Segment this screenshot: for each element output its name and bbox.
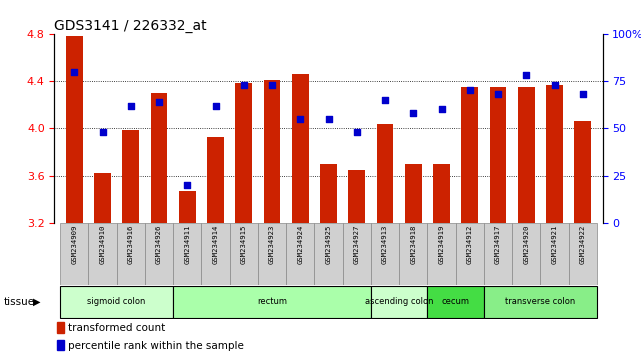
Point <box>437 107 447 112</box>
Text: GSM234917: GSM234917 <box>495 225 501 264</box>
Bar <box>546 85 563 223</box>
Bar <box>145 223 173 285</box>
Text: GDS3141 / 226332_at: GDS3141 / 226332_at <box>54 19 207 34</box>
Point <box>549 82 560 87</box>
Bar <box>456 223 484 285</box>
Text: rectum: rectum <box>257 297 287 306</box>
Text: transformed count: transformed count <box>68 323 165 333</box>
Text: GSM234923: GSM234923 <box>269 225 275 264</box>
Bar <box>179 191 196 223</box>
Bar <box>229 223 258 285</box>
Bar <box>484 223 512 285</box>
Bar <box>173 223 201 285</box>
Bar <box>518 87 535 223</box>
Point <box>408 110 419 116</box>
Bar <box>263 80 281 223</box>
Bar <box>433 164 450 223</box>
Bar <box>320 164 337 223</box>
Point <box>182 182 192 188</box>
Bar <box>122 130 139 223</box>
Bar <box>66 36 83 223</box>
Bar <box>207 137 224 223</box>
Bar <box>512 223 540 285</box>
Text: GSM234919: GSM234919 <box>438 225 444 264</box>
Bar <box>484 286 597 318</box>
Text: GSM234924: GSM234924 <box>297 225 303 264</box>
Point <box>126 103 136 108</box>
Bar <box>57 340 64 350</box>
Bar <box>88 223 117 285</box>
Text: ascending colon: ascending colon <box>365 297 433 306</box>
Text: GSM234915: GSM234915 <box>241 225 247 264</box>
Bar <box>574 121 591 223</box>
Point <box>210 103 221 108</box>
Bar <box>201 223 229 285</box>
Text: transverse colon: transverse colon <box>505 297 576 306</box>
Text: GSM234914: GSM234914 <box>213 225 219 264</box>
Text: GSM234927: GSM234927 <box>354 225 360 264</box>
Bar <box>60 223 88 285</box>
Text: percentile rank within the sample: percentile rank within the sample <box>68 341 244 351</box>
Bar <box>428 223 456 285</box>
Text: GSM234926: GSM234926 <box>156 225 162 264</box>
Text: GSM234920: GSM234920 <box>523 225 529 264</box>
Bar <box>540 223 569 285</box>
Bar <box>292 74 309 223</box>
Text: cecum: cecum <box>442 297 470 306</box>
Point <box>493 91 503 97</box>
Point <box>521 73 531 78</box>
Bar <box>399 223 428 285</box>
Point <box>323 116 333 122</box>
Bar <box>173 286 371 318</box>
Text: GSM234910: GSM234910 <box>99 225 106 264</box>
Text: ▶: ▶ <box>33 297 41 307</box>
Bar <box>462 87 478 223</box>
Bar <box>286 223 314 285</box>
Bar <box>314 223 343 285</box>
Point <box>465 87 475 93</box>
Bar <box>235 83 253 223</box>
Point <box>154 99 164 105</box>
Point <box>380 97 390 103</box>
Point <box>295 116 305 122</box>
Point <box>352 129 362 135</box>
Bar <box>569 223 597 285</box>
Bar <box>376 124 394 223</box>
Point <box>267 82 277 87</box>
Bar <box>117 223 145 285</box>
Text: GSM234916: GSM234916 <box>128 225 134 264</box>
Point <box>578 91 588 97</box>
Bar <box>343 223 371 285</box>
Bar <box>404 164 422 223</box>
Bar <box>57 322 64 333</box>
Bar <box>151 93 167 223</box>
Bar <box>94 173 111 223</box>
Bar <box>60 286 173 318</box>
Point <box>97 129 108 135</box>
Bar <box>258 223 286 285</box>
Bar <box>348 170 365 223</box>
Text: GSM234922: GSM234922 <box>579 225 586 264</box>
Bar <box>428 286 484 318</box>
Point <box>238 82 249 87</box>
Text: GSM234909: GSM234909 <box>71 225 78 264</box>
Text: GSM234913: GSM234913 <box>382 225 388 264</box>
Point <box>69 69 79 74</box>
Text: sigmoid colon: sigmoid colon <box>87 297 146 306</box>
Bar <box>490 87 506 223</box>
Bar <box>371 223 399 285</box>
Text: GSM234918: GSM234918 <box>410 225 416 264</box>
Bar <box>371 286 428 318</box>
Text: tissue: tissue <box>3 297 35 307</box>
Text: GSM234925: GSM234925 <box>326 225 331 264</box>
Text: GSM234911: GSM234911 <box>184 225 190 264</box>
Text: GSM234921: GSM234921 <box>551 225 558 264</box>
Text: GSM234912: GSM234912 <box>467 225 473 264</box>
